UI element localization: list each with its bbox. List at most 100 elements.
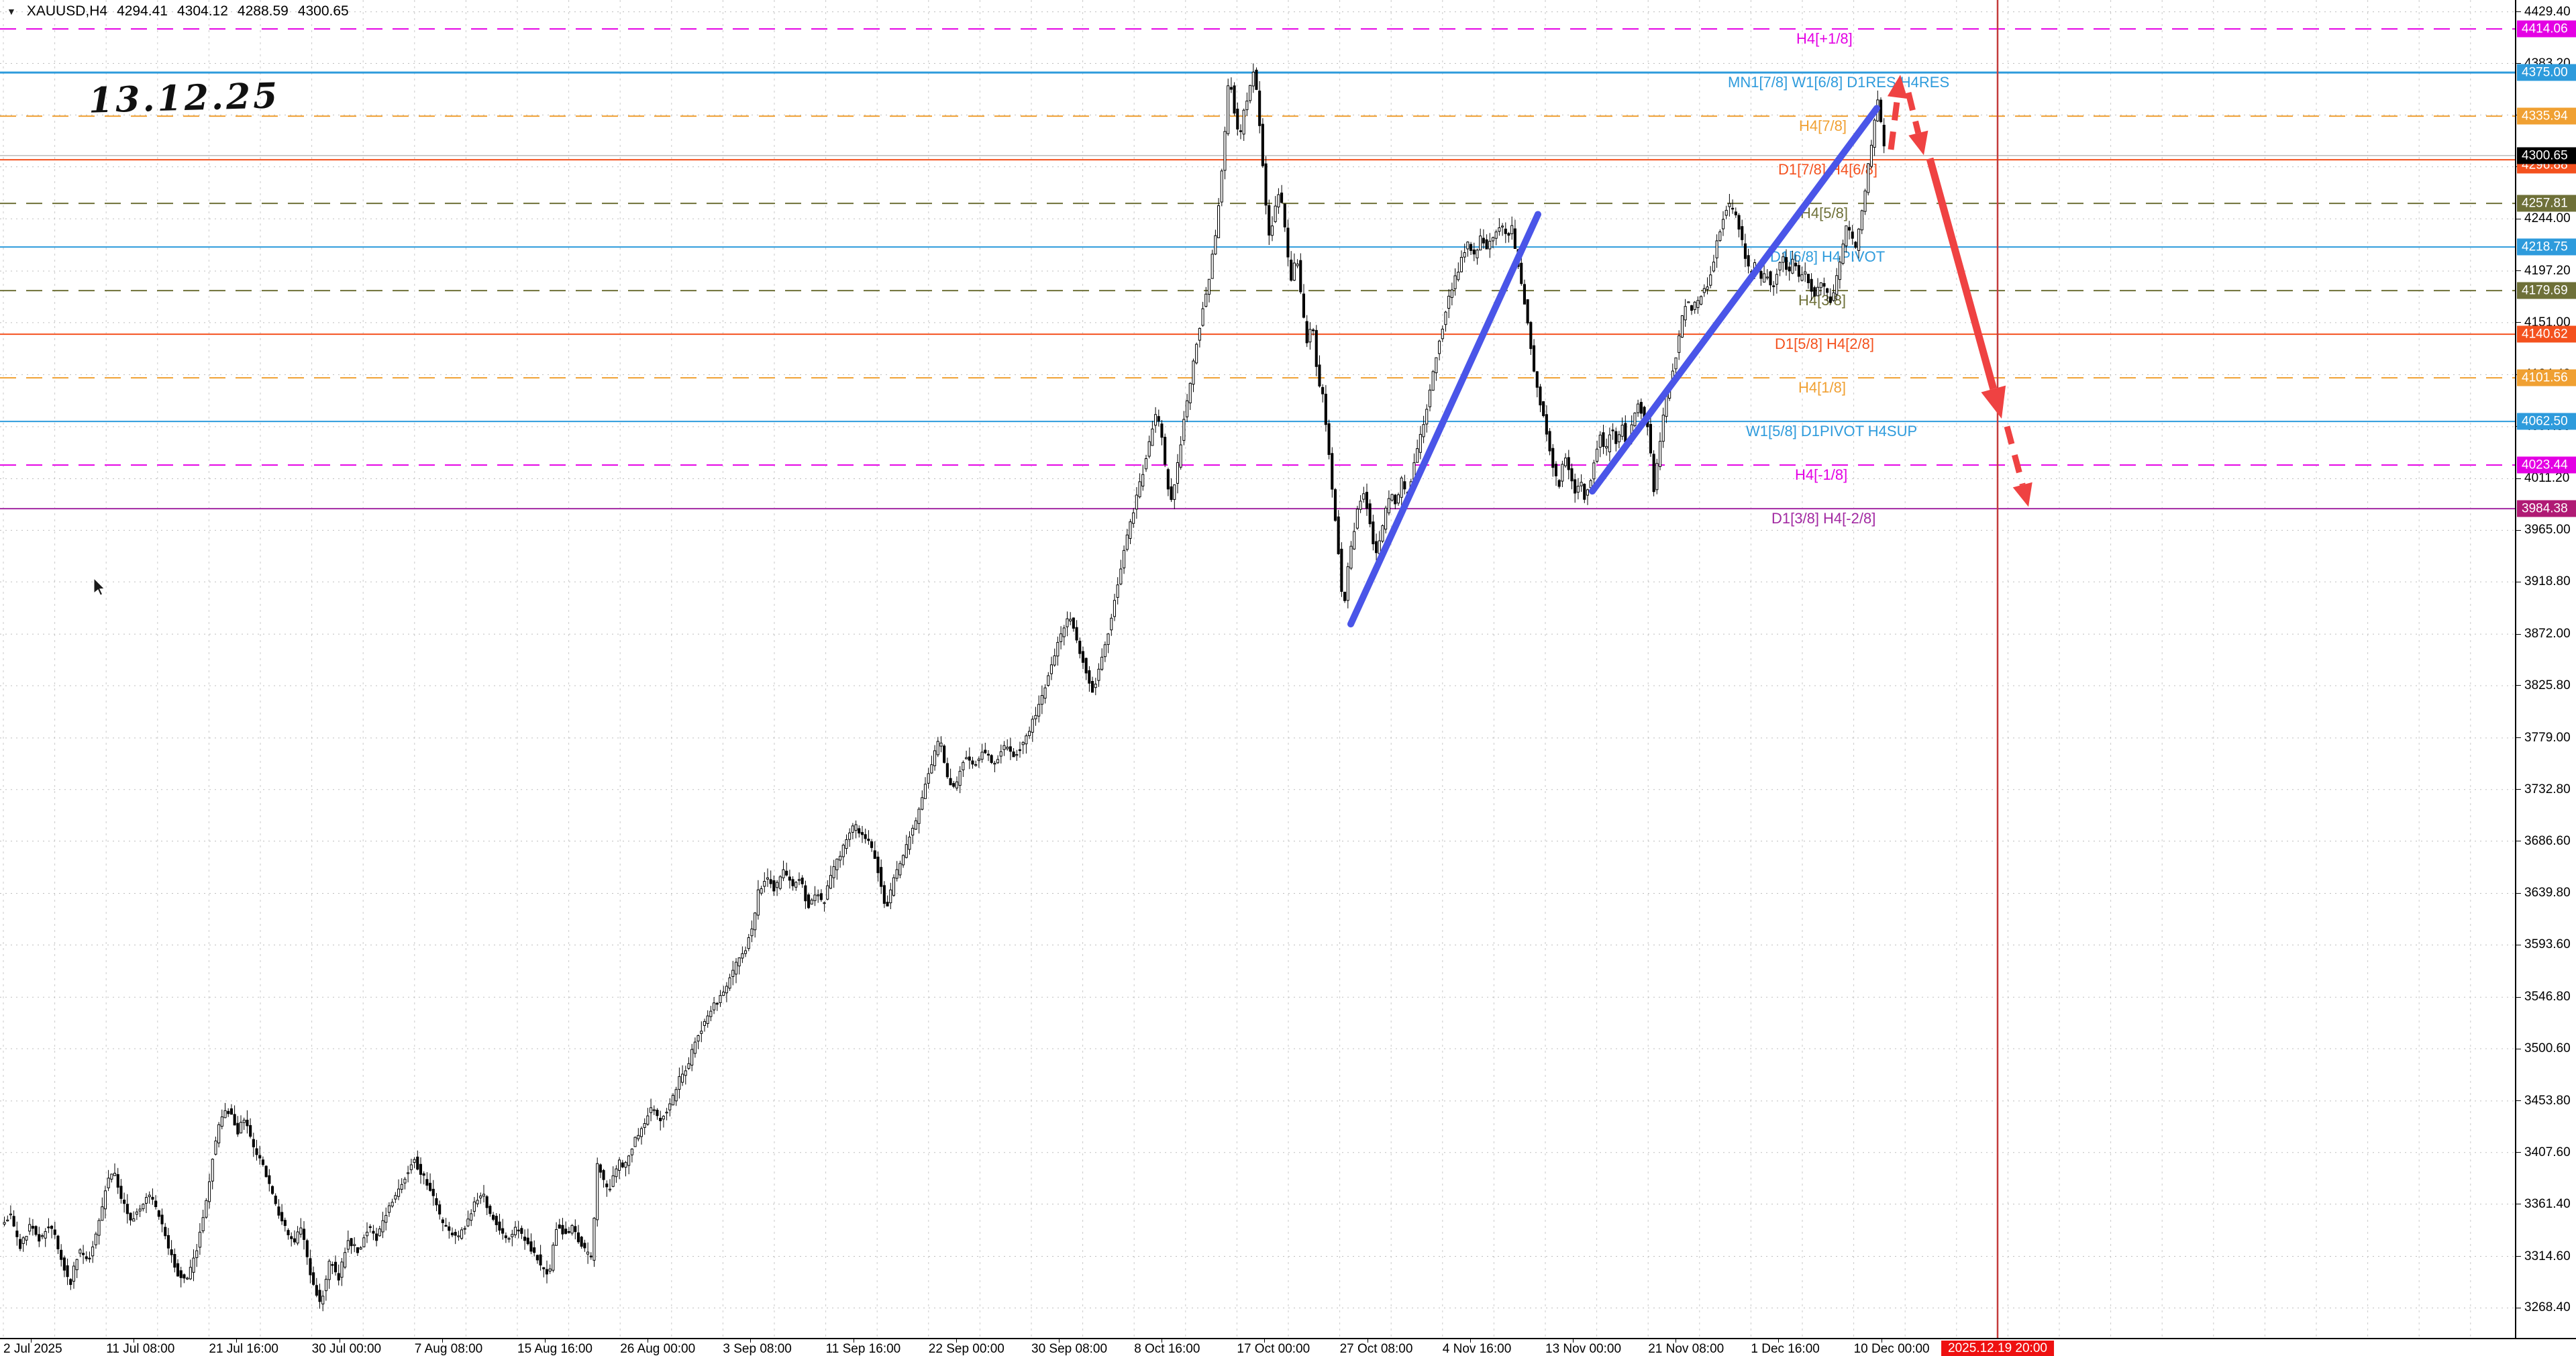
price-axis[interactable]: 4429.404383.204337.004290.604244.004197.… — [2515, 0, 2576, 1338]
time-tick-mark — [545, 1339, 546, 1343]
ohlc-close-value: 4300.65 — [297, 3, 349, 19]
time-tick-label: 21 Nov 08:00 — [1648, 1342, 1724, 1356]
price-tick-label: 4197.20 — [2524, 263, 2571, 278]
time-tick-label: 17 Oct 00:00 — [1237, 1342, 1310, 1356]
price-tick-mark — [2516, 11, 2521, 13]
trendlines[interactable] — [1347, 105, 1880, 628]
level-label: D1[3/8] H4[-2/8] — [1771, 510, 1875, 527]
price-tick-label: 4151.00 — [2524, 315, 2571, 329]
level-label: H4[+1/8] — [1796, 30, 1853, 47]
time-tick-label: 1 Dec 16:00 — [1751, 1342, 1820, 1356]
price-tick-label: 4429.40 — [2524, 4, 2571, 19]
time-tick-label: 21 Jul 16:00 — [209, 1342, 278, 1356]
time-tick-mark — [1470, 1339, 1471, 1343]
price-tick-mark — [2516, 892, 2521, 894]
price-tick-label: 3500.60 — [2524, 1041, 2571, 1056]
level-price-badge: 4101.56 — [2517, 369, 2576, 386]
price-tick-label: 3639.80 — [2524, 886, 2571, 900]
level-price-badge: 4023.44 — [2517, 456, 2576, 474]
time-tick-label: 15 Aug 16:00 — [517, 1342, 593, 1356]
level-label: H4[7/8] — [1799, 117, 1847, 134]
price-tick-mark — [2516, 789, 2521, 790]
price-tick-label: 3779.00 — [2524, 730, 2571, 745]
time-tick-mark — [31, 1339, 32, 1343]
time-tick-label: 11 Sep 16:00 — [825, 1342, 901, 1356]
level-price-badge: 4335.94 — [2517, 107, 2576, 125]
vertical-gridlines — [3, 0, 2471, 1338]
time-tick-label: 7 Aug 08:00 — [414, 1342, 483, 1356]
level-price-badge: 4218.75 — [2517, 238, 2576, 256]
candlestick-series — [3, 63, 1886, 1312]
time-tick-label: 13 Nov 00:00 — [1545, 1342, 1622, 1356]
time-tick-label: 11 Jul 08:00 — [106, 1342, 175, 1356]
horizontal-gridlines — [0, 11, 2515, 1308]
ohlc-high-value: 4304.12 — [176, 3, 228, 19]
price-tick-mark — [2516, 633, 2521, 635]
time-tick-mark — [1264, 1339, 1266, 1343]
price-tick-mark — [2516, 478, 2521, 479]
level-price-badge: 4414.06 — [2517, 20, 2576, 38]
level-label: MN1[7/8] W1[6/8] D1RES H4RES — [1728, 74, 1949, 91]
time-tick-label: 3 Sep 08:00 — [723, 1342, 792, 1356]
forecast-date-badge: 2025.12.19 20:00 — [1941, 1341, 2054, 1356]
chart-title-bar: ▼ XAUUSD,H4 4294.41 4304.12 4288.59 4300… — [7, 3, 349, 19]
time-tick-mark — [236, 1339, 238, 1343]
price-tick-mark — [2516, 1256, 2521, 1257]
level-price-badge: 4062.50 — [2517, 413, 2576, 430]
price-tick-mark — [2516, 1100, 2521, 1102]
price-tick-label: 3361.40 — [2524, 1196, 2571, 1211]
time-axis[interactable]: 2 Jul 2025 11 Jul 08:00 21 Jul 16:00 30 Jul… — [0, 1338, 2576, 1356]
symbol-timeframe-label: XAUUSD,H4 — [26, 3, 108, 19]
forecast-arrows[interactable] — [1887, 74, 2032, 507]
time-tick-mark — [1059, 1339, 1060, 1343]
price-tick-mark — [2516, 529, 2521, 531]
level-price-badge: 4257.81 — [2517, 195, 2576, 212]
time-tick-label: 22 Sep 00:00 — [928, 1342, 1004, 1356]
price-tick-mark — [2516, 1152, 2521, 1153]
level-label: D1[5/8] H4[2/8] — [1775, 335, 1874, 352]
time-tick-label: 30 Sep 08:00 — [1031, 1342, 1108, 1356]
level-label: H4[-1/8] — [1795, 466, 1847, 483]
time-tick-label: 30 Jul 00:00 — [311, 1342, 382, 1356]
level-lines: H4[+1/8] MN1[7/8] W1[6/8] D1RES H4RES H4[7… — [0, 28, 2515, 527]
time-tick-label: 8 Oct 16:00 — [1134, 1342, 1200, 1356]
price-tick-label: 3872.00 — [2524, 627, 2571, 641]
time-tick-mark — [442, 1339, 443, 1343]
time-tick-label: 27 Oct 08:00 — [1339, 1342, 1413, 1356]
price-tick-mark — [2516, 996, 2521, 998]
price-tick-mark — [2516, 63, 2521, 64]
ohlc-low-value: 4288.59 — [237, 3, 289, 19]
chart-plot-area[interactable]: H4[+1/8] MN1[7/8] W1[6/8] D1RES H4RES H4[7… — [0, 0, 2515, 1338]
level-label: H4[5/8] — [1800, 205, 1848, 221]
ohlc-open-value: 4294.41 — [117, 3, 168, 19]
time-tick-mark — [956, 1339, 957, 1343]
price-tick-label: 4244.00 — [2524, 211, 2571, 226]
time-tick-mark — [1573, 1339, 1574, 1343]
level-price-badge: 4375.00 — [2517, 64, 2576, 81]
current-price-badge: 4300.65 — [2517, 147, 2576, 164]
price-tick-label: 3918.80 — [2524, 574, 2571, 589]
time-tick-mark — [1778, 1339, 1780, 1343]
price-tick-label: 3965.00 — [2524, 523, 2571, 537]
price-tick-mark — [2516, 270, 2521, 272]
price-tick-mark — [2516, 737, 2521, 739]
time-tick-label: 2 Jul 2025 — [3, 1342, 62, 1356]
price-tick-mark — [2516, 322, 2521, 323]
level-label: W1[5/8] D1PIVOT H4SUP — [1746, 423, 1917, 439]
level-price-badge: 4140.62 — [2517, 325, 2576, 343]
level-label: H4[1/8] — [1798, 379, 1846, 396]
price-tick-label: 3732.80 — [2524, 782, 2571, 796]
price-tick-label: 3268.40 — [2524, 1300, 2571, 1315]
time-tick-label: 10 Dec 00:00 — [1853, 1342, 1930, 1356]
time-tick-label: 26 Aug 00:00 — [620, 1342, 696, 1356]
price-tick-label: 3593.60 — [2524, 937, 2571, 952]
price-tick-label: 4011.20 — [2524, 471, 2570, 486]
price-tick-label: 3407.60 — [2524, 1145, 2571, 1159]
mouse-cursor-icon — [93, 577, 105, 596]
symbol-dropdown-icon[interactable]: ▼ — [7, 6, 16, 17]
time-tick-label: 4 Nov 16:00 — [1442, 1342, 1512, 1356]
price-tick-mark — [2516, 685, 2521, 686]
price-tick-label: 3453.80 — [2524, 1093, 2571, 1108]
level-price-badge: 3984.38 — [2517, 500, 2576, 517]
